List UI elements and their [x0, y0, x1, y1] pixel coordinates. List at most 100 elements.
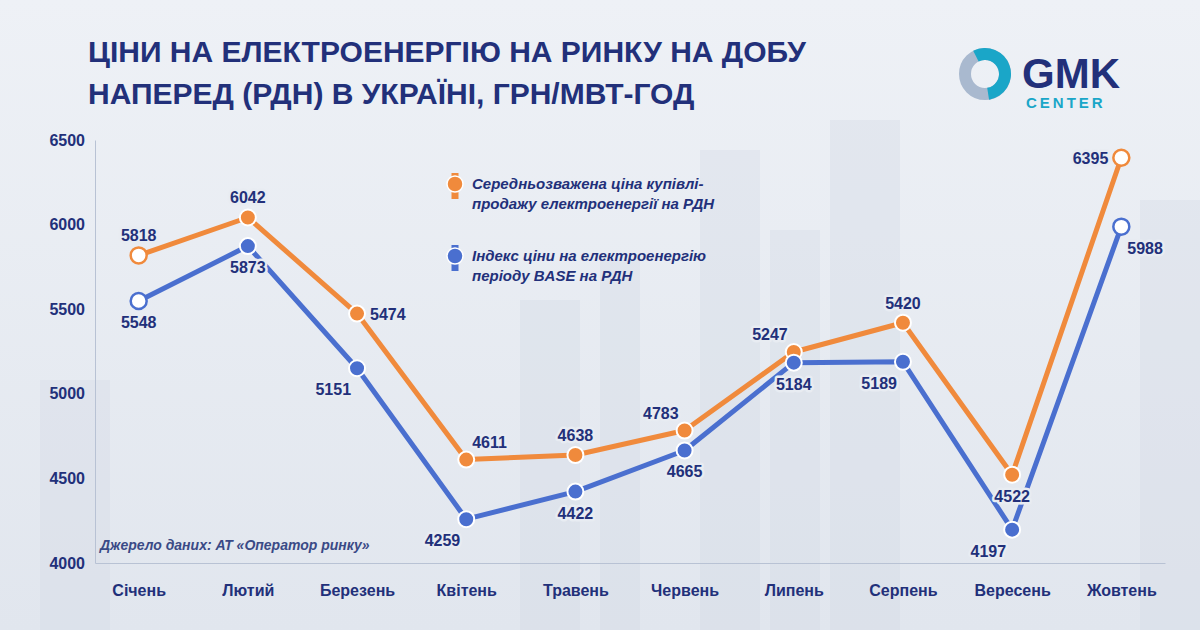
chart: ЦІНИ НА ЕЛЕКТРОЕНЕРГІЮ НА РИНКУ НА ДОБУ Н… [0, 0, 1200, 630]
data-label: 5474 [370, 306, 406, 323]
x-tick: Квітень [437, 563, 497, 599]
x-axis: Січень Лютий Березень Квітень Травень Червень… [96, 563, 1166, 599]
title: НАПЕРЕД (РДН) В УКРАЇНІ, ГРН/МВТ-ГОД [88, 77, 694, 110]
y-tick-label: 4500 [49, 470, 85, 487]
plot-area [131, 150, 1130, 538]
point [1113, 150, 1129, 166]
point [786, 355, 802, 371]
x-tick: Травень [543, 563, 609, 599]
x-axis-line [96, 563, 1166, 564]
data-label: 4422 [558, 505, 594, 522]
y-tick: 4500 [49, 470, 95, 487]
title: ЦІНИ НА ЕЛЕКТРОЕНЕРГІЮ НА РИНКУ НА ДОБУ [88, 35, 806, 68]
point [240, 209, 256, 225]
x-tick-label: Серпень [869, 582, 937, 599]
data-label: 5184 [776, 376, 812, 393]
series-line [139, 158, 1122, 475]
point [895, 315, 911, 331]
y-tick-label: 5000 [49, 385, 85, 402]
x-tick: Липень [765, 563, 824, 599]
skyline-block [520, 300, 580, 630]
point [1004, 522, 1020, 538]
x-tick-label: Лютий [222, 582, 274, 599]
data-label: 4197 [971, 543, 1007, 560]
y-tick-label: 5500 [49, 301, 85, 318]
y-tick: 6000 [49, 216, 95, 233]
x-tick-label: Жовтень [1086, 582, 1157, 599]
data-label: 4611 [472, 434, 507, 451]
point [240, 238, 256, 254]
x-tick-label: Квітень [437, 582, 497, 599]
x-tick: Вересень [975, 563, 1051, 599]
x-tick: Лютий [222, 563, 274, 599]
point [458, 511, 474, 527]
point [677, 442, 693, 458]
x-tick: Червень [651, 563, 719, 599]
point [458, 452, 474, 468]
data-label: 5818 [121, 227, 157, 244]
data-label: 4638 [558, 427, 594, 444]
series-line [139, 227, 1122, 530]
y-tick: 5000 [49, 385, 95, 402]
skyline-block [40, 380, 110, 630]
x-tick: Березень [320, 563, 395, 599]
legend-label: Середньозважена ціна купівлі- [472, 175, 704, 192]
skyline-block [770, 230, 820, 630]
logo-arc [973, 48, 1011, 100]
point [131, 293, 147, 309]
legend-swatch [447, 248, 463, 264]
x-tick-label: Січень [112, 582, 166, 599]
y-tick-label: 4000 [49, 555, 85, 572]
y-axis: 4000 4500 5000 5500 6000 6500 [49, 132, 95, 572]
point [349, 306, 365, 322]
data-label: 5247 [752, 326, 788, 343]
data-label: 5548 [121, 314, 157, 331]
point [131, 247, 147, 263]
logo-text: GMK [1022, 50, 1120, 97]
x-tick-label: Вересень [975, 582, 1051, 599]
background [0, 0, 1200, 630]
y-tick: 5500 [49, 301, 95, 318]
y-axis-line [95, 141, 96, 564]
data-label: 5420 [885, 295, 921, 312]
logo [965, 48, 1011, 100]
data-label: 5151 [315, 381, 351, 398]
data-label: 6042 [230, 189, 266, 206]
x-tick-label: Травень [543, 582, 609, 599]
x-tick-label: Липень [765, 582, 824, 599]
skyline-block [830, 120, 900, 630]
x-tick: Січень [112, 563, 166, 599]
decoration [40, 120, 1200, 630]
y-tick: 4000 [49, 555, 95, 572]
x-tick: Серпень [869, 563, 937, 599]
point [1113, 219, 1129, 235]
point [349, 360, 365, 376]
legend-swatch [447, 176, 463, 192]
source: Джерело даних: АТ «Оператор ринку» [99, 537, 370, 553]
x-tick-label: Червень [651, 582, 719, 599]
point [677, 423, 693, 439]
data-label: 5873 [230, 259, 266, 276]
data-label: 5189 [861, 375, 897, 392]
data-label: 4522 [994, 488, 1030, 505]
point [1004, 467, 1020, 483]
point [567, 484, 583, 500]
data-label: 6395 [1073, 150, 1109, 167]
y-tick: 6500 [49, 132, 95, 149]
point [567, 447, 583, 463]
y-tick-label: 6500 [49, 132, 85, 149]
point [895, 354, 911, 370]
legend: Середньозважена ціна купівлі-продажу еле… [447, 173, 715, 284]
y-tick-label: 6000 [49, 216, 85, 233]
legend-label: продажу електроенергії на РДН [472, 195, 715, 212]
logo-text: CENTER [1026, 94, 1106, 111]
legend-label: періоду BASE на РДН [472, 267, 633, 284]
data-labels: 5818 6042 5474 4611 4638 4783 5247 5420 4522 6395… [121, 150, 1163, 560]
data-label: 4665 [667, 463, 703, 480]
x-tick: Жовтень [1086, 563, 1157, 599]
x-tick-label: Березень [320, 582, 395, 599]
data-label: 4259 [425, 532, 461, 549]
skyline-block [1140, 200, 1200, 630]
data-label: 5988 [1127, 240, 1163, 257]
data-label: 4783 [643, 405, 679, 422]
